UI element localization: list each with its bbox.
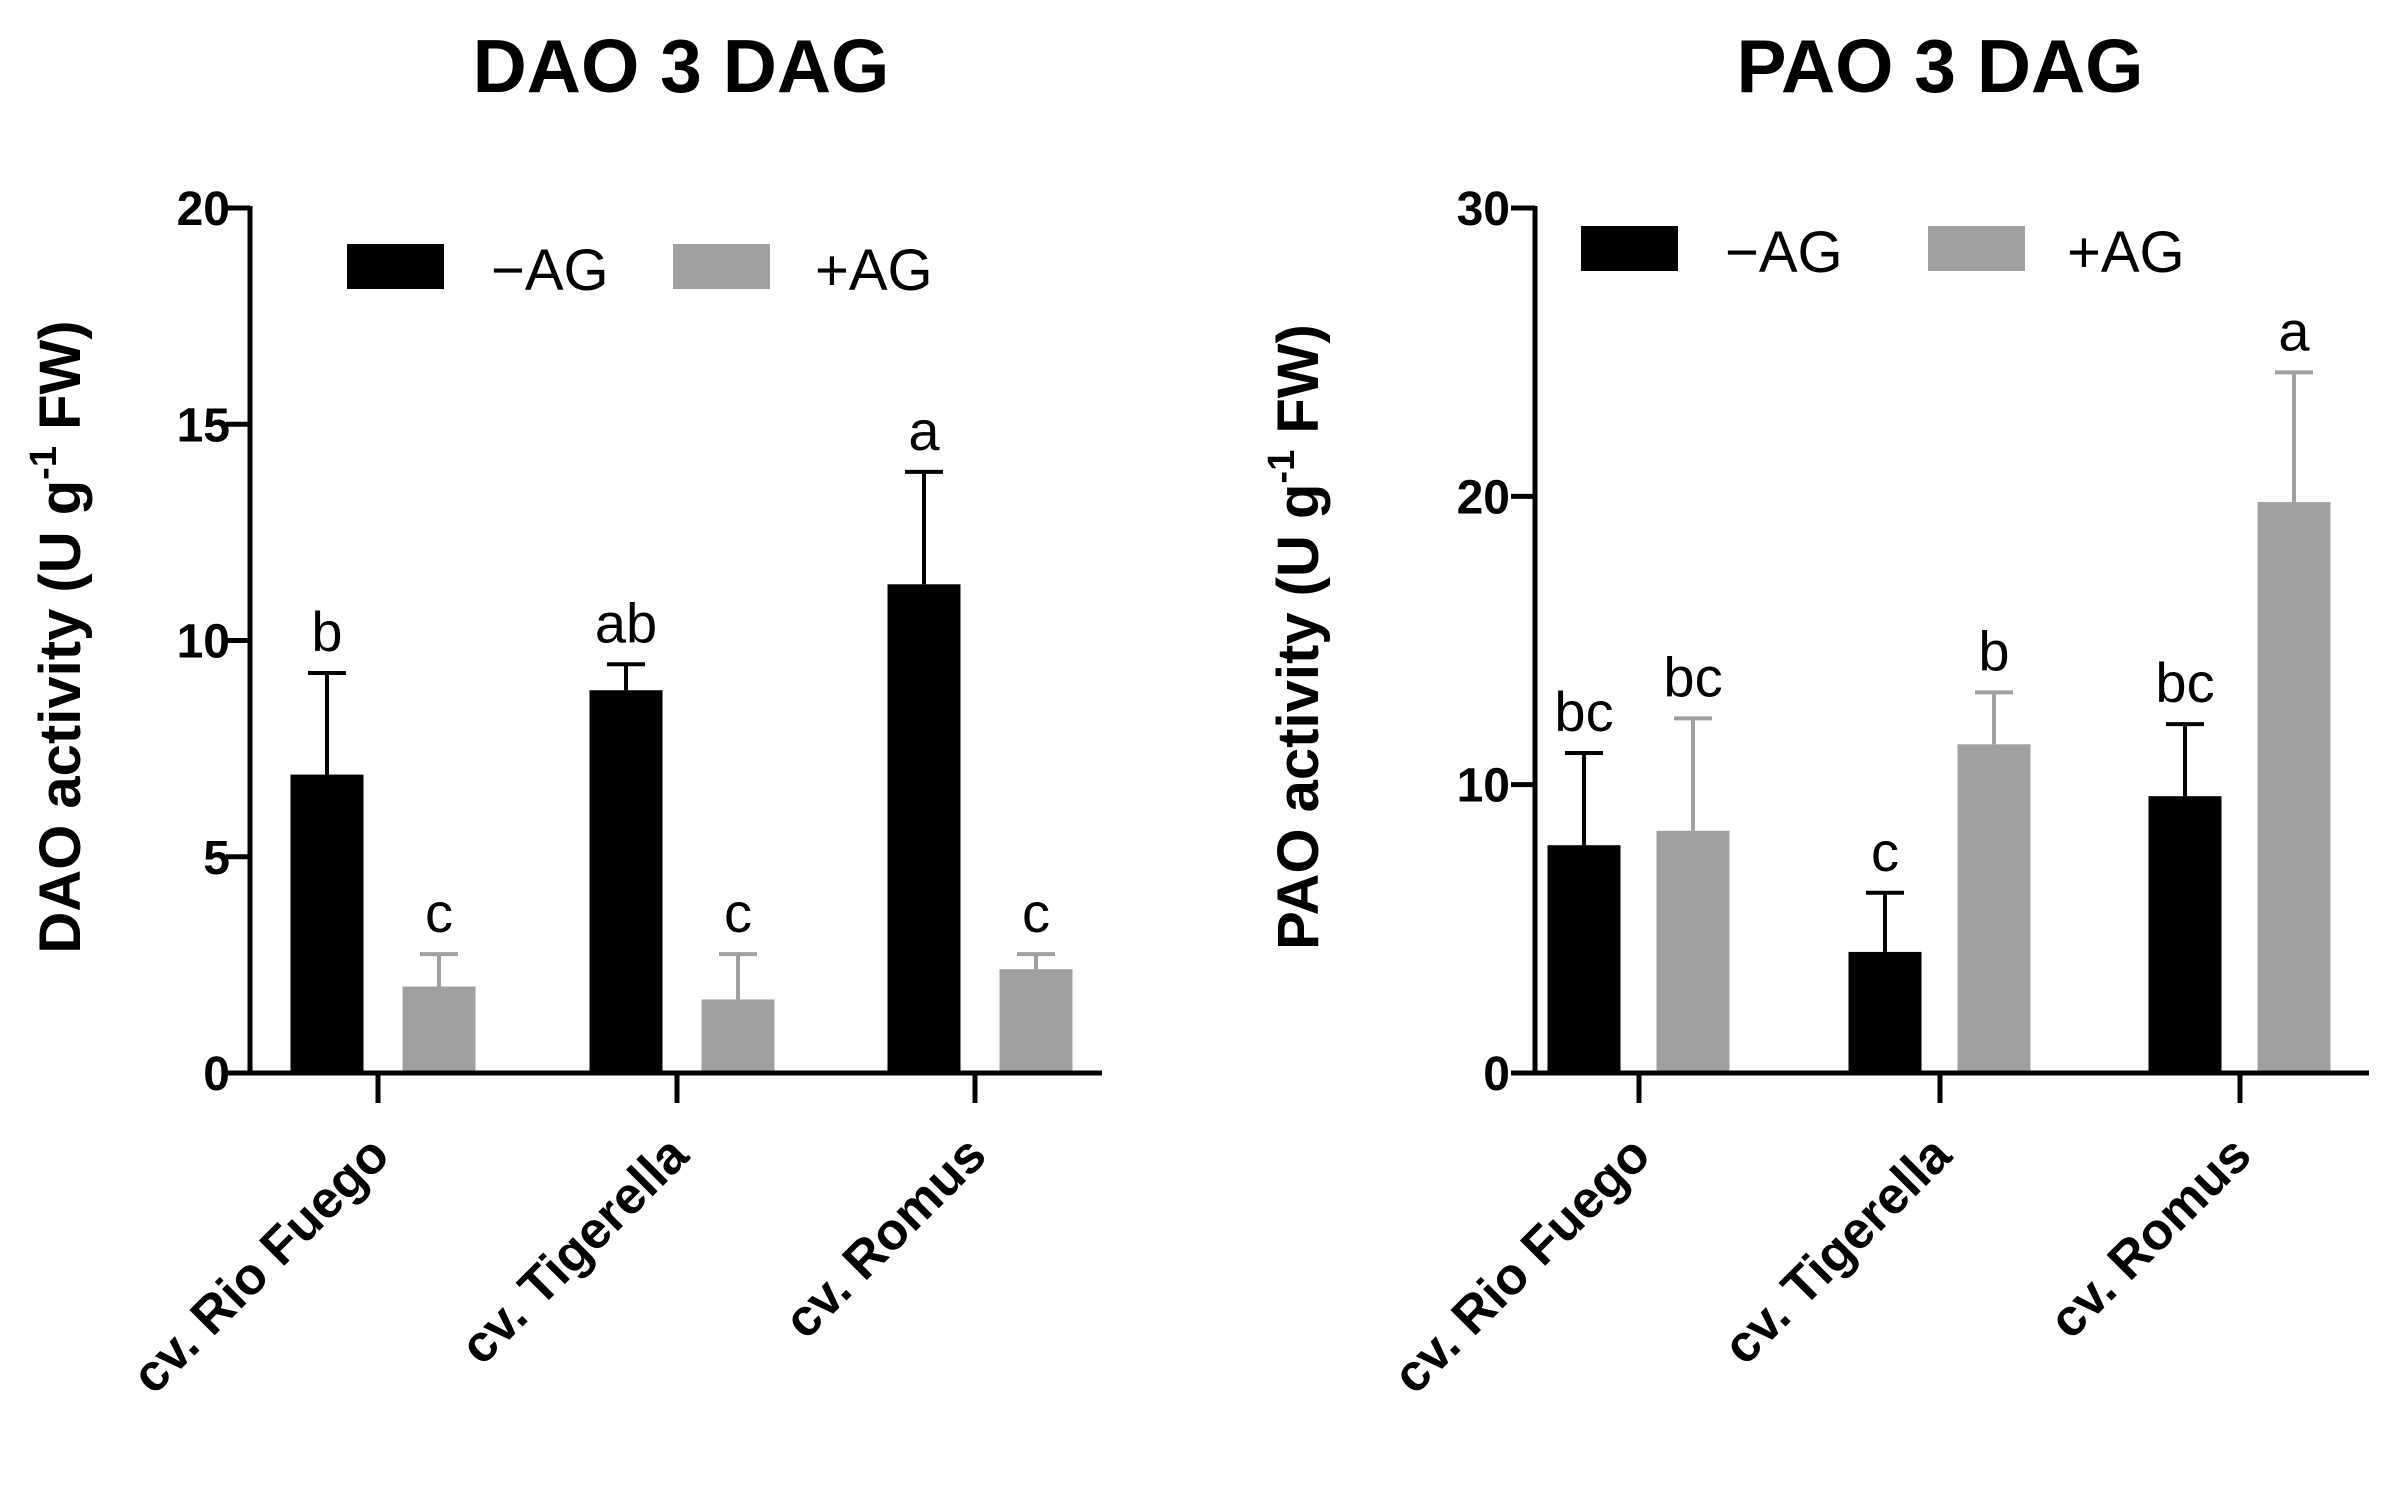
dao-significance-label-1-1: c bbox=[724, 881, 752, 944]
pao-significance-label-1-0: bc bbox=[1663, 645, 1722, 708]
pao-y-label-main: PAO activity (U g bbox=[1266, 484, 1331, 950]
dao-legend-label-minus-ag: −AG bbox=[491, 238, 609, 303]
dao-legend-swatch-minus-ag bbox=[347, 244, 444, 289]
dao-bar-plus-ag-1 bbox=[701, 999, 775, 1073]
pao-bar-plus-ag-1 bbox=[1957, 744, 2031, 1073]
dao-x-tick-label-1: cv. Tigerella bbox=[449, 1125, 700, 1376]
pao-y-tick-label-1: 10 bbox=[1457, 760, 1510, 813]
dao-bar-plus-ag-0 bbox=[402, 986, 476, 1073]
dao-bar-minus-ag-0 bbox=[290, 774, 364, 1073]
pao-y-tick-label-0: 0 bbox=[1483, 1048, 1510, 1101]
pao-bar-plus-ag-0 bbox=[1656, 830, 1730, 1073]
pao-panel: PAO 3 DAG PAO activity (U g-1 FW) bccbcb… bbox=[1261, 24, 2369, 1405]
dao-y-tick-label-2: 10 bbox=[177, 616, 230, 669]
pao-legend-label-minus-ag: −AG bbox=[1725, 220, 1843, 285]
pao-significance-label-0-1: c bbox=[1871, 820, 1899, 883]
pao-title: PAO 3 DAG bbox=[1736, 24, 2143, 108]
dao-bar-minus-ag-1 bbox=[589, 690, 663, 1073]
dao-y-label-sup: -1 bbox=[23, 446, 65, 480]
dao-panel: DAO 3 DAG DAO activity (U g-1 FW) b ab a c c… bbox=[23, 24, 1102, 1405]
dao-legend-label-plus-ag: +AG bbox=[815, 238, 933, 303]
pao-legend-swatch-plus-ag bbox=[1928, 226, 2025, 271]
pao-significance-label-1-2: a bbox=[2278, 299, 2310, 362]
dao-bar-minus-ag-2 bbox=[887, 584, 961, 1073]
dao-y-tick-label-3: 15 bbox=[177, 399, 230, 452]
pao-bar-minus-ag-0 bbox=[1547, 845, 1621, 1073]
dao-significance-label-0-1: ab bbox=[595, 591, 657, 654]
dao-y-axis-label: DAO activity (U g-1 FW) bbox=[23, 320, 93, 953]
dao-legend-swatch-plus-ag bbox=[673, 244, 770, 289]
dao-y-tick-label-1: 5 bbox=[203, 832, 230, 885]
dao-x-tick-label-0: cv. Rio Fuego bbox=[121, 1125, 400, 1404]
pao-significance-label-0-0: bc bbox=[1554, 680, 1613, 743]
pao-bar-plus-ag-2 bbox=[2257, 502, 2331, 1074]
pao-x-tick-label-1: cv. Tigerella bbox=[1712, 1125, 1963, 1376]
dao-y-label-end: FW) bbox=[28, 320, 93, 446]
pao-bar-minus-ag-1 bbox=[1848, 951, 1922, 1073]
dao-significance-label-1-2: c bbox=[1022, 881, 1050, 944]
dao-y-tick-label-0: 0 bbox=[203, 1048, 230, 1101]
pao-y-label-end: FW) bbox=[1266, 324, 1331, 450]
dao-significance-label-1-0: c bbox=[425, 881, 453, 944]
pao-bar-minus-ag-2 bbox=[2148, 796, 2222, 1073]
pao-legend-swatch-minus-ag bbox=[1581, 226, 1678, 271]
dao-y-label-main: DAO activity (U g bbox=[28, 480, 93, 954]
pao-x-tick-label-0: cv. Rio Fuego bbox=[1382, 1125, 1661, 1404]
dao-title: DAO 3 DAG bbox=[473, 24, 890, 108]
pao-y-label-sup: -1 bbox=[1261, 450, 1303, 484]
pao-significance-label-0-2: bc bbox=[2155, 651, 2214, 714]
pao-x-tick-label-2: cv. Romus bbox=[2038, 1125, 2262, 1349]
pao-legend-label-plus-ag: +AG bbox=[2067, 220, 2185, 285]
pao-y-tick-label-3: 30 bbox=[1457, 183, 1510, 236]
dao-y-tick-label-4: 20 bbox=[177, 183, 230, 236]
dao-significance-label-0-2: a bbox=[908, 399, 940, 462]
dao-x-tick-label-2: cv. Romus bbox=[773, 1125, 997, 1349]
dao-bar-plus-ag-2 bbox=[999, 969, 1073, 1073]
pao-y-axis-label: PAO activity (U g-1 FW) bbox=[1261, 324, 1331, 950]
dao-significance-label-0-0: b bbox=[311, 600, 342, 663]
pao-y-tick-label-2: 20 bbox=[1457, 471, 1510, 524]
pao-significance-label-1-1: b bbox=[1978, 619, 2009, 682]
